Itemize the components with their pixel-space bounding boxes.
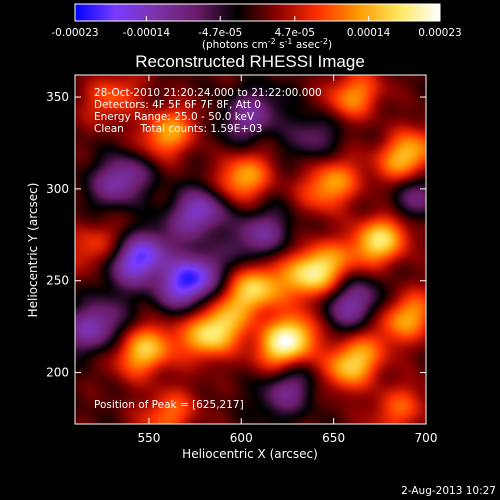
x-axis-label: Heliocentric X (arcsec)	[182, 447, 318, 461]
chart-title: Reconstructed RHESSI Image	[135, 52, 365, 71]
peak-position-label: Position of Peak = [625,217]	[94, 399, 244, 411]
colorbar-ticks: -0.00023 -0.00014 -4.7e-05 4.7e-05 0.00014 0.…	[51, 16, 462, 39]
colorbar-tick-label: -0.00014	[123, 27, 171, 39]
x-tick-label: 700	[415, 431, 438, 445]
colorbar: -0.00023 -0.00014 -4.7e-05 4.7e-05 0.00014 0.…	[51, 3, 462, 51]
y-tick-label: 350	[46, 90, 69, 104]
x-tick-label: 600	[230, 431, 253, 445]
annotation-counts: Clean Total counts: 1.59E+03	[94, 123, 263, 135]
y-axis-label: Heliocentric Y (arcsec)	[26, 183, 40, 318]
y-tick-label: 300	[46, 182, 69, 196]
x-axis-ticks: 550 600 650 700	[137, 75, 437, 445]
annotation-detectors: Detectors: 4F 5F 6F 7F 8F, Att 0	[94, 99, 261, 111]
colorbar-units: (photons cm-2 s-1 asec-2)	[202, 37, 332, 51]
colorbar-bar	[74, 3, 441, 22]
colorbar-tick-label: -4.7e-05	[198, 27, 242, 39]
x-tick-label: 650	[322, 431, 345, 445]
y-axis-ticks: 200 250 300 350	[46, 90, 426, 380]
plot-frame	[74, 74, 427, 425]
annotation-energy: Energy Range: 25.0 - 50.0 keV	[94, 111, 255, 123]
x-tick-label: 550	[137, 431, 160, 445]
y-tick-label: 250	[46, 274, 69, 288]
footer-date: 2-Aug-2013 10:27	[401, 485, 496, 497]
colorbar-tick-label: 0.00023	[418, 27, 461, 39]
annotation-time: 28-Oct-2010 21:20:24.000 to 21:22:00.000	[94, 87, 322, 99]
y-tick-label: 200	[46, 366, 69, 380]
colorbar-tick-label: 0.00014	[347, 27, 391, 39]
colorbar-tick-label: 4.7e-05	[275, 27, 315, 39]
colorbar-tick-label: -0.00023	[51, 27, 98, 39]
heatmap-image	[75, 75, 426, 424]
